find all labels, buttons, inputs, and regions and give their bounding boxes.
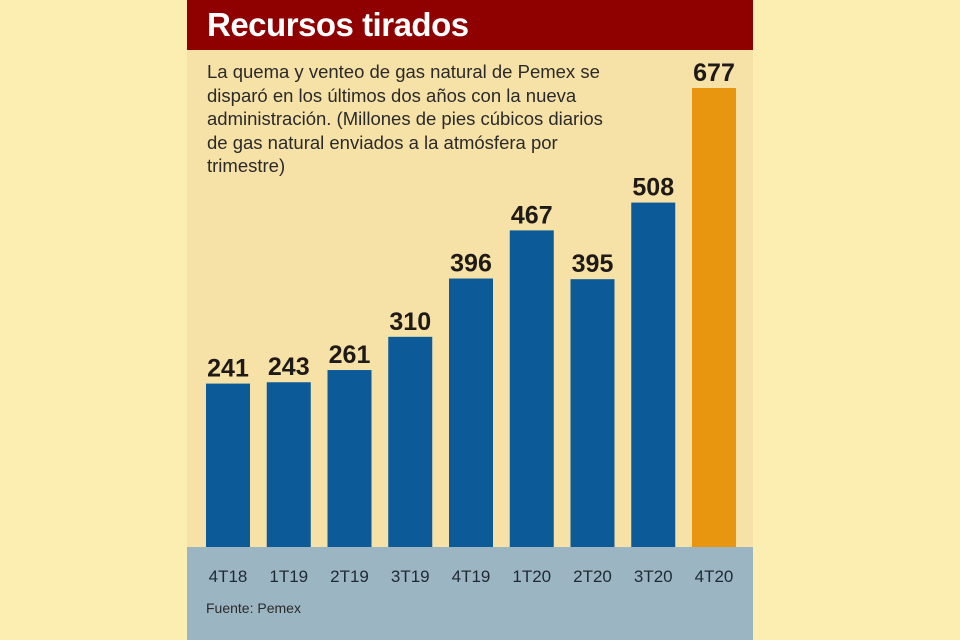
value-label-4T19: 396 — [450, 250, 492, 278]
x-tick-1T20: 1T20 — [512, 567, 551, 586]
title-bar: Recursos tirados — [187, 0, 753, 50]
x-tick-1T19: 1T19 — [269, 567, 308, 586]
source-note: Fuente: Pemex — [206, 600, 301, 616]
bar-4T18 — [206, 383, 250, 547]
value-label-4T18: 241 — [207, 355, 249, 383]
chart-title: Recursos tirados — [207, 6, 469, 43]
bar-2T20 — [570, 279, 615, 547]
bar-3T20 — [631, 202, 676, 547]
bar-2T19 — [327, 370, 372, 547]
bar-chart: 241 4T18 243 1T19 261 2T19 310 3T19 396 4T19 467 1T… — [206, 59, 736, 586]
value-label-3T19: 310 — [389, 308, 431, 336]
x-tick-2T20: 2T20 — [573, 567, 612, 586]
value-label-2T20: 395 — [572, 250, 614, 278]
axis-band — [187, 547, 753, 640]
value-label-4T20: 677 — [693, 59, 735, 87]
value-label-2T19: 261 — [329, 341, 371, 369]
chart-subtitle: La quema y venteo de gas natural de Peme… — [207, 61, 603, 176]
x-tick-3T20: 3T20 — [634, 567, 673, 586]
x-tick-3T19: 3T19 — [391, 567, 430, 586]
bar-3T19 — [388, 336, 433, 547]
bar-1T20 — [509, 230, 554, 547]
value-label-1T19: 243 — [268, 353, 310, 381]
bar-4T19 — [449, 278, 493, 547]
bar-4T20 — [692, 88, 736, 547]
x-tick-4T19: 4T19 — [452, 567, 491, 586]
x-tick-4T18: 4T18 — [209, 567, 248, 586]
x-tick-4T20: 4T20 — [695, 567, 734, 586]
value-label-3T20: 508 — [632, 174, 674, 202]
chart-panel: Recursos tirados 241 4T18 243 1T19 261 2T19 31… — [187, 0, 753, 640]
bar-1T19 — [266, 382, 311, 547]
x-tick-2T19: 2T19 — [330, 567, 369, 586]
value-label-1T20: 467 — [511, 201, 553, 229]
